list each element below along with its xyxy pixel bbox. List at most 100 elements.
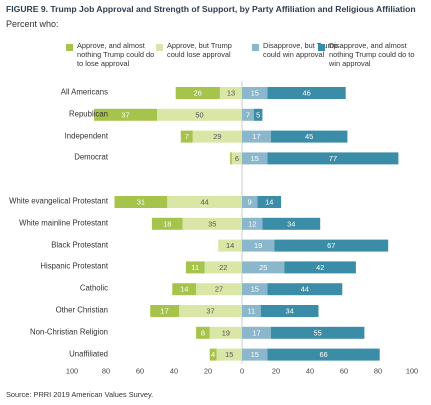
category-label: Black Protestant — [51, 240, 108, 250]
data-label: 17 — [252, 328, 260, 337]
bar-segment — [242, 239, 275, 252]
x-tick-label: 60 — [136, 367, 144, 376]
data-label: 25 — [259, 263, 267, 272]
data-label: 37 — [121, 110, 129, 119]
bar-segment — [270, 326, 365, 339]
data-label: 15 — [251, 88, 259, 97]
bar-segment — [242, 283, 268, 296]
bar-segment — [267, 283, 343, 296]
bar-segment — [150, 305, 180, 317]
category-label: Republican — [68, 109, 108, 119]
data-label: 67 — [327, 241, 335, 250]
bar-segment — [114, 196, 168, 208]
data-label: 22 — [219, 263, 227, 272]
bar-segment — [204, 261, 242, 274]
chart-title: FIGURE 9. Trump Job Approval and Strengt… — [6, 4, 416, 14]
data-label: 5 — [256, 110, 260, 119]
data-label: 29 — [213, 132, 221, 141]
data-label: 15 — [251, 350, 259, 359]
bar-segment — [242, 217, 263, 230]
data-label: 14 — [226, 241, 234, 250]
data-label: 44 — [200, 197, 208, 206]
data-label: 17 — [161, 306, 169, 315]
bar-segment — [219, 87, 242, 99]
legend-label: Approve, but Trump could lose approval — [167, 41, 232, 59]
bar-segment — [242, 130, 271, 143]
bar-segment — [209, 348, 217, 361]
bar-segment — [196, 326, 210, 339]
x-tick-label: 0 — [240, 367, 244, 376]
data-label: 46 — [302, 88, 310, 97]
bar-segment — [242, 152, 268, 165]
legend-label: Disapprove, and almost nothing Trump cou… — [329, 41, 415, 68]
legend-item: Disapprove, but Trump could win approval — [252, 41, 342, 60]
bar-segment — [270, 130, 348, 143]
bar-segment — [216, 348, 242, 361]
data-label: 42 — [316, 263, 324, 272]
bar-segment — [267, 87, 346, 99]
legend-item: Approve, but Trump could lose approval — [156, 41, 246, 60]
data-label: 19 — [254, 241, 262, 250]
source-note: Source: PRRI 2019 American Values Survey… — [6, 390, 154, 399]
bar-segment — [262, 217, 321, 230]
data-label: 31 — [137, 197, 145, 206]
legend-swatch — [66, 44, 73, 51]
category-label: Other Christian — [55, 305, 108, 315]
bar-segment — [182, 217, 242, 230]
data-label: 7 — [185, 132, 189, 141]
category-label: White evangelical Protestant — [9, 196, 108, 206]
data-label: 55 — [314, 328, 322, 337]
x-tick-label: 80 — [374, 367, 382, 376]
bar-segment — [242, 108, 254, 121]
data-label: 7 — [246, 110, 250, 119]
data-label: 37 — [206, 306, 214, 315]
data-label: 15 — [251, 285, 259, 294]
data-label: 13 — [227, 88, 235, 97]
data-label: 35 — [208, 219, 216, 228]
bar-segment — [274, 239, 389, 252]
x-tick-label: 100 — [66, 367, 78, 376]
bar-segment — [151, 217, 183, 230]
x-tick-label: 100 — [406, 367, 418, 376]
legend-label: Disapprove, but Trump could win approval — [263, 41, 338, 59]
category-label: Independent — [64, 131, 108, 141]
data-label: 11 — [248, 306, 256, 315]
category-label: Unaffiliated — [69, 349, 108, 359]
x-tick-label: 40 — [306, 367, 314, 376]
data-label: 66 — [319, 350, 327, 359]
bar-segment — [157, 108, 242, 121]
data-label: 44 — [301, 285, 309, 294]
data-label: 45 — [305, 132, 313, 141]
category-label: Democrat — [74, 152, 108, 162]
data-label: 15 — [251, 154, 259, 163]
data-label: 12 — [248, 219, 256, 228]
bar-segment — [196, 283, 242, 296]
legend-swatch — [156, 44, 163, 51]
category-label: Catholic — [79, 283, 108, 293]
data-label: 11 — [191, 263, 199, 272]
bar-segment — [267, 348, 380, 361]
bar-segment — [218, 239, 242, 252]
data-label: 27 — [215, 285, 223, 294]
bar-segment — [242, 261, 285, 274]
bar-segment — [180, 130, 193, 143]
bar-segment — [172, 283, 197, 296]
data-label: 14 — [265, 197, 273, 206]
data-label: 15 — [225, 350, 233, 359]
data-label: 4 — [211, 350, 215, 359]
x-tick-label: 60 — [340, 367, 348, 376]
data-label: 17 — [252, 132, 260, 141]
bar-segment — [231, 152, 242, 165]
category-label: Non-Christian Religion — [29, 327, 108, 337]
bar-segment — [94, 108, 157, 121]
data-label: 50 — [195, 110, 203, 119]
data-label: 26 — [194, 88, 202, 97]
category-label: All Americans — [60, 87, 108, 97]
data-label: 9 — [248, 197, 252, 206]
data-label: 6 — [235, 154, 239, 163]
legend-label: Approve, and almost nothing Trump could … — [77, 41, 155, 68]
x-tick-label: 20 — [204, 367, 212, 376]
bar-segment — [284, 261, 356, 274]
